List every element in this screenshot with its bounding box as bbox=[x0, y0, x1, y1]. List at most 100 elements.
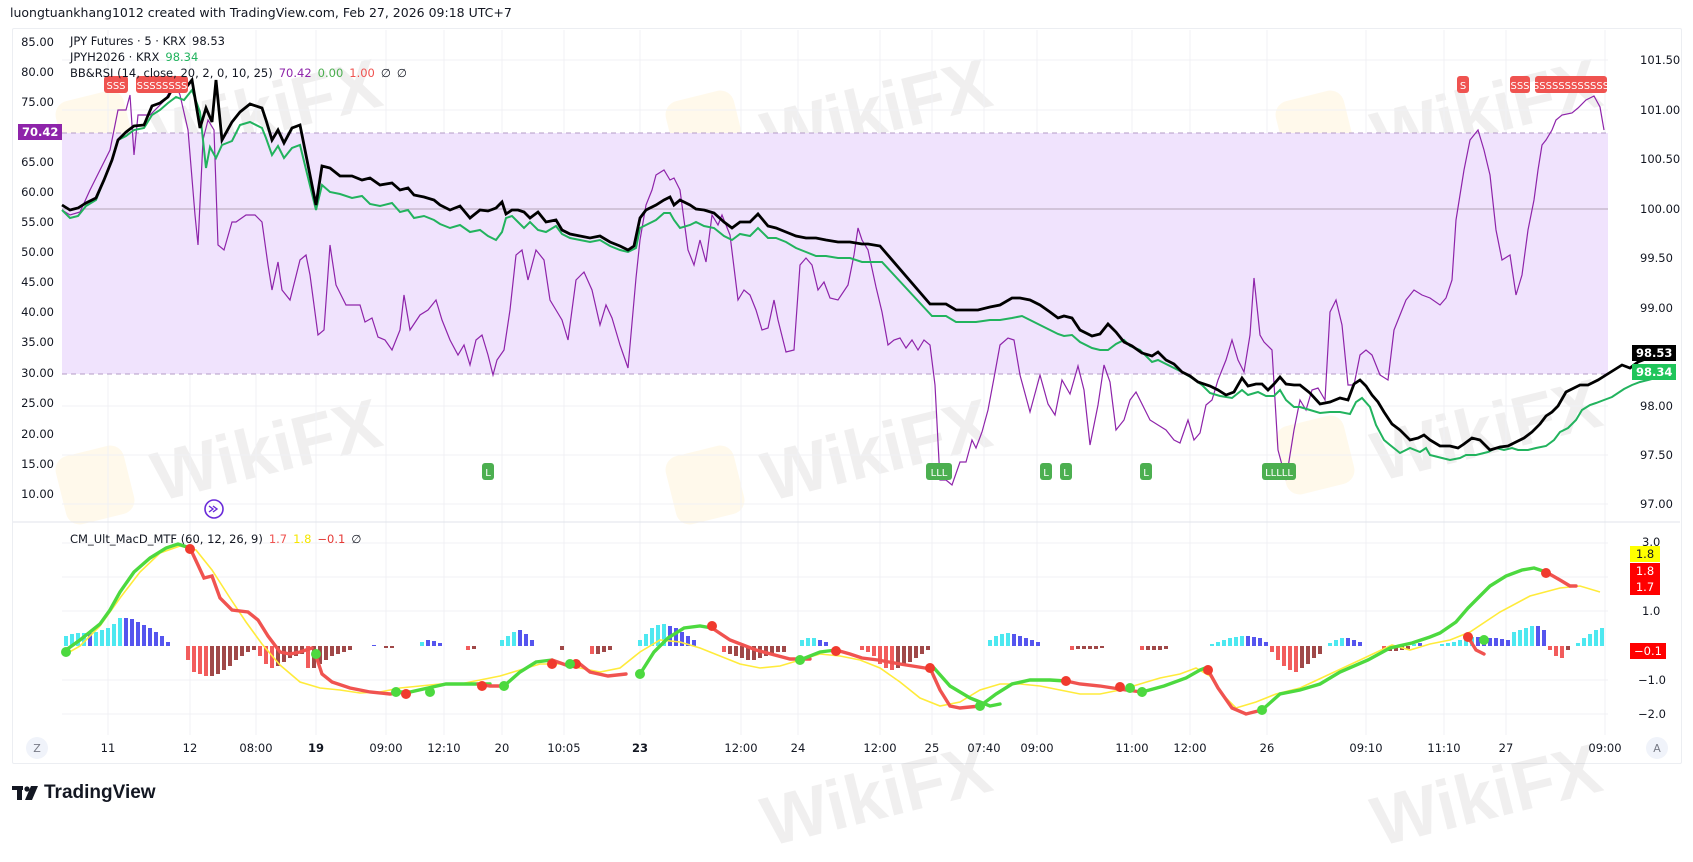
time-tick: 12 bbox=[182, 741, 198, 755]
left-axis-label: 30.00 bbox=[21, 366, 54, 380]
macd-line-up-8 bbox=[1140, 665, 1210, 694]
macd-line-down-10 bbox=[1466, 635, 1486, 656]
histogram-value-tag: −0.1 bbox=[1630, 643, 1666, 659]
time-tick: 26 bbox=[1259, 741, 1275, 755]
left-axis-label: 65.00 bbox=[21, 155, 54, 169]
legend-value-2: 0.00 bbox=[317, 66, 344, 80]
tradingview-logo: TradingView bbox=[12, 782, 156, 804]
svg-text:SSSSSSSS: SSSSSSSS bbox=[137, 81, 188, 92]
legend-symbol: JPY Futures · 5 · KRX bbox=[70, 34, 187, 48]
right-axis-label: 97.50 bbox=[1640, 448, 1673, 462]
right-axis-label: 101.50 bbox=[1640, 53, 1681, 67]
chart-canvas[interactable]: SSS SSSSSSSS S SSS SSSSSSSSSSSS L LLL LLL LL… bbox=[0, 0, 1693, 823]
svg-text:LLLLL: LLLLL bbox=[1265, 468, 1293, 479]
time-tick: 09:10 bbox=[1349, 741, 1383, 755]
tradingview-logo-text: TradingView bbox=[44, 782, 156, 803]
signal-value-tag: 1.8 bbox=[1630, 546, 1660, 562]
macd-line-up-9 bbox=[1260, 566, 1548, 712]
time-tick: 23 bbox=[631, 741, 649, 755]
legend-bbrsi[interactable]: BB&RSI (14, close, 20, 2, 0, 10, 25) 70.4… bbox=[70, 65, 413, 81]
left-axis-label: 20.00 bbox=[21, 427, 54, 441]
legend-hist-value: −0.1 bbox=[317, 532, 346, 546]
time-tick: 07:40 bbox=[967, 741, 1001, 755]
right-axis-label: 100.50 bbox=[1640, 152, 1681, 166]
macd-line-down-11 bbox=[1544, 570, 1578, 588]
zoom-reset-button[interactable]: Z bbox=[26, 737, 48, 759]
macd-line-up-1 bbox=[64, 542, 192, 652]
tradingview-logo-icon bbox=[12, 786, 38, 800]
rsi-value-tag: 70.42 bbox=[18, 124, 63, 140]
time-tick: 09:00 bbox=[369, 741, 403, 755]
left-axis-label: 35.00 bbox=[21, 335, 54, 349]
macd-line-up-4 bbox=[638, 624, 714, 676]
legend-jpy-futures[interactable]: JPY Futures · 5 · KRX 98.53 bbox=[70, 33, 231, 49]
left-axis-label: 45.00 bbox=[21, 275, 54, 289]
time-tick: 09:00 bbox=[1020, 741, 1054, 755]
macd-line-down-4 bbox=[550, 658, 628, 678]
jpy-futures-line bbox=[61, 76, 1673, 452]
macd-line-down-9 bbox=[1206, 668, 1264, 716]
right-axis-label: 98.00 bbox=[1640, 399, 1673, 413]
auto-scale-button[interactable]: A bbox=[1646, 737, 1668, 759]
left-axis-label: 60.00 bbox=[21, 185, 54, 199]
time-tick: 24 bbox=[790, 741, 806, 755]
macd-line-up-7 bbox=[978, 678, 1068, 708]
go-to-realtime-icon bbox=[204, 499, 224, 519]
legend-macd-value: 1.7 bbox=[268, 532, 288, 546]
svg-text:SSSSSSSSSSSS: SSSSSSSSSSSS bbox=[1533, 81, 1609, 92]
macd-line-up-2 bbox=[394, 682, 492, 694]
macd-line-up-5 bbox=[798, 648, 838, 662]
macd-axis-label: −2.0 bbox=[1638, 707, 1666, 721]
time-tick: 12:00 bbox=[724, 741, 758, 755]
legend-value: 98.34 bbox=[165, 50, 199, 64]
legend-signal-value: 1.8 bbox=[293, 532, 312, 546]
right-axis-label: 99.50 bbox=[1640, 251, 1673, 265]
time-tick: 25 bbox=[924, 741, 940, 755]
right-axis-label: 97.00 bbox=[1640, 497, 1673, 511]
left-axis-label: 85.00 bbox=[21, 35, 54, 49]
left-axis-label: 80.00 bbox=[21, 65, 54, 79]
macd-value-tag: 1.7 bbox=[1630, 579, 1660, 595]
time-tick: 11:10 bbox=[1427, 741, 1461, 755]
legend-value: 98.53 bbox=[192, 34, 225, 48]
legend-value-5: ∅ bbox=[396, 66, 407, 80]
time-tick: 09:00 bbox=[1588, 741, 1622, 755]
sell-markers bbox=[104, 76, 1607, 93]
legend-value-4: ∅ bbox=[380, 66, 391, 80]
macd-line-up-3 bbox=[502, 658, 554, 688]
legend-rsi-value: 70.42 bbox=[278, 66, 312, 80]
macd-cross-dots bbox=[61, 544, 1551, 715]
signal-line bbox=[65, 545, 1601, 709]
chart-credit-header: luongtuankhang1012 created with TradingV… bbox=[10, 5, 512, 20]
macd-axis-label: 1.0 bbox=[1642, 604, 1661, 618]
legend-value-4: ∅ bbox=[351, 532, 362, 546]
jpyh2026-line bbox=[61, 87, 1673, 462]
left-axis-label: 75.00 bbox=[21, 95, 54, 109]
legend-indicator-name: BB&RSI (14, close, 20, 2, 0, 10, 25) bbox=[70, 66, 273, 80]
svg-text:L: L bbox=[1143, 468, 1149, 479]
time-tick: 12:00 bbox=[1173, 741, 1207, 755]
svg-text:L: L bbox=[1043, 468, 1049, 479]
time-tick: 11:00 bbox=[1115, 741, 1149, 755]
legend-value-3: 1.00 bbox=[349, 66, 375, 80]
right-axis-label: 101.00 bbox=[1640, 103, 1681, 117]
right-axis-label: 100.00 bbox=[1640, 202, 1681, 216]
price-tag-jpy-futures: 98.53 bbox=[1632, 345, 1677, 361]
legend-macd[interactable]: CM_Ult_MacD_MTF (60, 12, 26, 9) 1.7 1.8 −0.… bbox=[70, 531, 367, 547]
macd-axis-label: −1.0 bbox=[1638, 673, 1666, 687]
left-axis-label: 50.00 bbox=[21, 245, 54, 259]
left-axis-label: 55.00 bbox=[21, 215, 54, 229]
legend-symbol: JPYH2026 · KRX bbox=[70, 50, 160, 64]
chart-frame bbox=[12, 28, 1682, 764]
left-axis-label: 15.00 bbox=[21, 457, 54, 471]
left-axis-label: 25.00 bbox=[21, 396, 54, 410]
price-tag-jpyh2026: 98.34 bbox=[1632, 364, 1677, 380]
time-tick: 08:00 bbox=[239, 741, 273, 755]
svg-text:LLL: LLL bbox=[931, 468, 948, 479]
left-axis-label: 10.00 bbox=[21, 487, 54, 501]
svg-text:SSS: SSS bbox=[1510, 81, 1529, 92]
macd-line-up-6 bbox=[932, 666, 1002, 708]
time-tick: 10:05 bbox=[547, 741, 581, 755]
macd-line-down-1 bbox=[188, 546, 314, 656]
legend-jpyh2026[interactable]: JPYH2026 · KRX 98.34 bbox=[70, 49, 204, 65]
